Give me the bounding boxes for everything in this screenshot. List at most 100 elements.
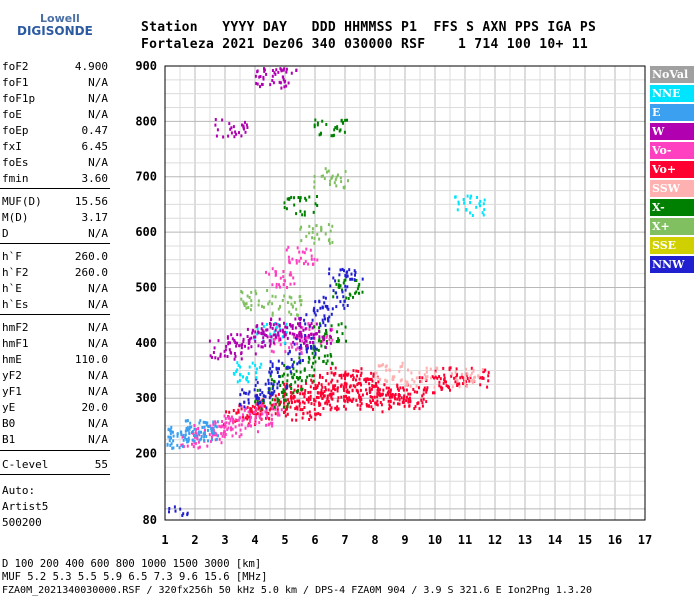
echo-point <box>253 335 256 339</box>
echo-point <box>294 317 297 321</box>
echo-point <box>376 399 379 403</box>
echo-point <box>399 379 402 383</box>
echo-point <box>290 273 293 277</box>
echo-point <box>250 424 252 428</box>
echo-point <box>198 445 201 449</box>
echo-point <box>344 284 347 288</box>
echo-point <box>433 391 436 395</box>
param-name: yE <box>2 401 16 414</box>
echo-point <box>303 337 306 340</box>
echo-point <box>253 405 256 409</box>
echo-point <box>310 415 313 419</box>
echo-point <box>468 379 471 383</box>
echo-point <box>274 407 277 411</box>
echo-point <box>445 384 448 388</box>
echo-point <box>348 292 351 296</box>
echo-point <box>369 399 372 403</box>
echo-point <box>354 271 357 274</box>
echo-point <box>229 341 231 345</box>
echo-point <box>298 360 301 364</box>
echo-point <box>322 407 325 410</box>
echo-point <box>271 365 274 368</box>
echo-point <box>255 371 257 375</box>
echo-point <box>359 404 362 408</box>
echo-point <box>254 384 257 387</box>
echo-point <box>195 427 197 431</box>
echo-point <box>254 422 257 426</box>
echo-point <box>330 393 332 396</box>
param-row: yF1 N/A <box>2 385 108 399</box>
echo-point <box>259 401 262 404</box>
echo-point <box>343 372 346 376</box>
echo-point <box>272 337 275 341</box>
echo-point <box>193 427 196 431</box>
echo-point <box>247 398 250 402</box>
echo-point <box>340 119 343 123</box>
echo-point <box>257 299 260 303</box>
echo-point <box>277 307 280 311</box>
echo-point <box>293 282 296 286</box>
echo-point <box>371 379 374 383</box>
echo-point <box>358 291 360 295</box>
echo-point <box>230 131 233 135</box>
echo-point <box>402 386 405 390</box>
echo-point <box>274 328 277 332</box>
echo-point <box>239 428 242 432</box>
echo-point <box>286 301 289 304</box>
echo-point <box>271 398 274 402</box>
echo-point <box>336 387 339 391</box>
echo-point <box>256 399 259 403</box>
echo-point <box>266 289 269 292</box>
param-row: fmin 3.60 <box>2 172 108 186</box>
echo-point <box>463 377 466 381</box>
echo-point <box>304 389 307 392</box>
echo-point <box>283 394 286 398</box>
echo-point <box>318 237 321 241</box>
echo-point <box>323 394 326 398</box>
echo-point <box>240 405 243 408</box>
echo-point <box>332 289 335 293</box>
echo-point <box>206 444 209 448</box>
echo-point <box>320 174 323 178</box>
echo-point <box>356 287 359 291</box>
echo-point <box>408 396 411 400</box>
echo-point <box>423 373 426 377</box>
echo-point <box>443 373 446 377</box>
echo-point <box>254 335 257 339</box>
echo-point <box>254 394 257 398</box>
echo-point <box>221 434 224 438</box>
echo-point <box>301 213 304 217</box>
echo-point <box>266 412 269 416</box>
echo-point <box>320 383 323 387</box>
echo-point <box>261 304 263 308</box>
echo-point <box>236 361 239 365</box>
echo-point <box>176 434 179 438</box>
echo-point <box>312 309 315 313</box>
echo-point <box>301 392 304 396</box>
echo-point <box>288 258 291 262</box>
echo-point <box>305 381 307 385</box>
echo-point <box>236 380 239 384</box>
echo-point <box>305 339 308 343</box>
echo-point <box>472 379 475 383</box>
echo-point <box>283 401 285 405</box>
echo-point <box>244 130 247 134</box>
echo-point <box>262 404 264 408</box>
echo-point <box>242 340 245 344</box>
echo-point <box>254 410 257 414</box>
echo-point <box>253 410 255 414</box>
echo-point <box>231 337 234 341</box>
echo-point <box>296 362 299 366</box>
echo-point <box>250 407 253 411</box>
echo-point <box>256 388 259 392</box>
echo-point <box>359 374 362 377</box>
echo-point <box>277 359 280 363</box>
echo-point <box>227 416 230 420</box>
echo-point <box>327 239 330 243</box>
echo-point <box>207 428 209 432</box>
echo-point <box>353 269 356 273</box>
echo-point <box>340 373 343 377</box>
echo-point <box>185 419 188 423</box>
param-value: 3.60 <box>81 172 109 185</box>
echo-point <box>348 268 351 272</box>
